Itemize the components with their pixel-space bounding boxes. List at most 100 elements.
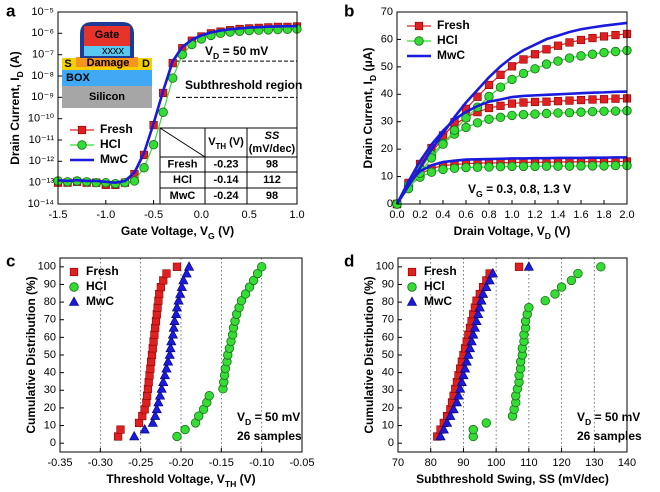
substrate [62,86,152,108]
x-axis-label-part: G [208,231,215,241]
marker-triangle [181,267,192,278]
y-tick-label: 10⁻⁹ [31,91,54,103]
marker-square [599,32,609,41]
marker-triangle [459,362,471,373]
marker-triangle [477,288,489,298]
marker-square [172,262,182,271]
marker-triangle [150,410,161,420]
y-tick-label: 10 [381,170,393,182]
marker-square [407,267,417,277]
marker-circle [556,282,567,292]
x-tick-label: 0.8 [481,209,496,221]
y-tick-label: 0 [387,198,393,210]
table-cell: -0.14 [213,174,239,186]
marker-square [519,55,528,64]
y-tick-label: 20 [44,402,56,414]
marker-circle [576,161,586,171]
x-tick-label: 0.4 [435,209,450,221]
x-tick-label: 0.5 [242,209,257,221]
marker-triangle [471,315,482,325]
marker-square [77,125,87,135]
marker-triangle [458,369,469,380]
annotation-part: D [585,417,591,427]
marker-square [484,103,494,113]
series-line [396,49,628,205]
marker-square [69,267,79,277]
marker-square [155,289,164,299]
annotation-part: D [213,51,219,61]
x-tick-label: 110 [520,457,538,469]
x-axis-label-part: (V) [236,472,255,486]
marker-circle [449,163,460,174]
y-tick-label: 10⁻⁶ [31,27,54,39]
marker-circle [129,176,140,186]
y-tick-label: 30 [44,384,56,396]
marker-circle [541,108,552,119]
marker-triangle [151,403,162,414]
y-axis-label: Drain Current, ID (A) [8,51,25,165]
y-tick-label: 100 [376,261,394,273]
annotation-part: V [205,44,213,58]
y-tick-label: 10⁻¹² [29,155,55,167]
legend-label: HCl [100,137,121,151]
annotation: 26 samples [237,429,302,443]
legend-label: HCl [86,279,107,293]
marker-triangle [175,288,186,298]
table-cell: -0.24 [213,190,239,202]
panel-letter: b [344,1,354,20]
legend-label: MwC [100,152,128,166]
x-tick-label: 0.2 [412,209,427,221]
table-diagonal [159,127,206,158]
marker-circle [576,107,586,117]
marker-circle [599,47,609,58]
y-tick-label: 50 [382,349,394,361]
annotation: VD = 50 mV [205,44,268,61]
marker-square [611,94,620,103]
x-tick-label: -1.0 [96,209,115,221]
marker-circle [610,46,621,57]
marker-triangle [523,261,534,271]
marker-triangle [173,295,184,305]
marker-square [146,364,155,373]
y-axis-label-part: D [368,75,378,81]
marker-circle [139,163,149,173]
marker-triangle [466,335,477,346]
x-tick-label: -0.05 [289,457,314,469]
marker-circle [599,161,609,171]
gate-oxide [84,46,130,56]
x-tick-label: -1.5 [49,209,68,221]
marker-triangle [476,295,487,305]
marker-square [553,41,563,50]
marker-circle [599,106,609,116]
plot-frame [59,257,303,453]
marker-circle [530,109,540,119]
y-tick-label: 100 [38,261,56,273]
marker-circle [566,275,577,286]
x-tick-label: 1.2 [527,209,542,221]
y-tick-label: 40 [381,88,393,100]
x-axis-label-part: TH [225,479,237,489]
marker-circle [564,107,575,118]
x-axis-label-part: (V) [215,224,234,238]
y-tick-label: 20 [382,402,394,414]
x-tick-label: 1.8 [596,209,611,221]
table-box [159,127,298,205]
legend-label: Fresh [86,264,119,278]
plot-frame [57,11,298,205]
x-tick-label: 90 [457,457,469,469]
y-tick-label: 70 [44,314,56,326]
marker-circle [414,36,424,46]
marker-square [496,70,505,79]
marker-circle [194,411,204,421]
marker-circle [472,118,483,128]
marker-circle [518,109,529,120]
marker-triangle [168,322,179,332]
y-tick-label: 0 [388,437,394,449]
marker-circle [553,108,563,118]
marker-square [150,330,159,339]
y-tick-label: 10⁻⁷ [32,49,54,61]
y-tick-label: 10⁻¹⁰ [28,113,55,125]
annotation: 26 samples [577,429,642,443]
y-tick-label: 60 [382,331,394,343]
x-axis-label-part: Gate Voltage, V [121,224,208,238]
